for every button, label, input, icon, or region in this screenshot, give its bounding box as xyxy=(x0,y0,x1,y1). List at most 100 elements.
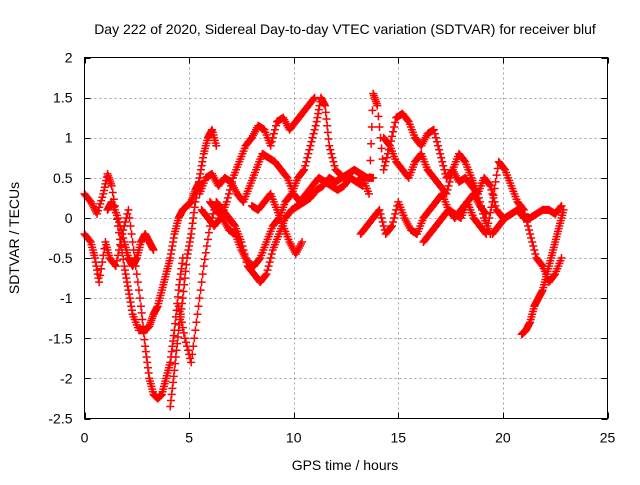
data-point-interp xyxy=(525,225,534,234)
data-point-interp xyxy=(265,258,274,267)
data-point-interp xyxy=(191,326,200,335)
data-point xyxy=(170,366,179,375)
data-point-interp xyxy=(127,229,136,238)
data-point-interp xyxy=(310,125,319,134)
data-point-interp xyxy=(367,123,376,132)
data-point xyxy=(180,334,189,343)
data-point-interp xyxy=(139,328,148,337)
data-point xyxy=(187,358,196,367)
data-point-interp xyxy=(323,128,332,137)
y-tick-label: 0 xyxy=(65,210,73,226)
data-point xyxy=(178,294,187,303)
data-point-interp xyxy=(126,221,135,230)
data-point xyxy=(365,189,374,198)
data-point-interp xyxy=(201,248,210,257)
data-point-interp xyxy=(139,322,148,331)
data-point-interp xyxy=(173,292,182,301)
data-point-interp xyxy=(179,287,188,296)
data-point-interp xyxy=(133,278,142,287)
data-point-interp xyxy=(181,267,190,276)
data-point-interp xyxy=(200,255,209,264)
series-trace-15 xyxy=(517,205,568,339)
series-trace-9 xyxy=(247,189,307,259)
data-point-interp xyxy=(115,246,124,255)
data-point-interp xyxy=(328,153,337,162)
data-point-interp xyxy=(119,234,128,242)
data-point xyxy=(388,221,397,230)
data-point-interp xyxy=(304,149,313,158)
data-point-interp xyxy=(388,132,397,141)
data-point-interp xyxy=(195,294,204,303)
data-point-interp xyxy=(499,164,508,173)
data-point-interp xyxy=(181,338,190,347)
data-point-interp xyxy=(374,112,383,121)
data-point xyxy=(113,213,122,222)
data-point-interp xyxy=(137,308,146,317)
data-point-interp xyxy=(186,354,195,363)
data-point-interp xyxy=(524,221,533,230)
data-point-interp xyxy=(530,246,539,255)
data-point-interp xyxy=(309,94,318,103)
data-point-interp xyxy=(227,177,236,186)
data-point-interp xyxy=(117,225,126,234)
data-point xyxy=(488,197,497,206)
data-point-interp xyxy=(389,217,398,226)
data-point-interp xyxy=(176,312,185,321)
data-point-interp xyxy=(327,149,336,158)
data-point-interp xyxy=(198,270,207,279)
y-tick-label: -2 xyxy=(60,370,73,386)
data-point-interp xyxy=(204,228,213,237)
data-point xyxy=(111,262,120,271)
data-point xyxy=(212,141,221,150)
data-point-interp xyxy=(527,234,536,242)
data-point-interp xyxy=(182,260,191,269)
data-point-interp xyxy=(444,181,453,190)
data-point-interp xyxy=(180,280,189,289)
data-point-interp xyxy=(489,191,498,200)
data-point-interp xyxy=(487,203,496,212)
data-point-interp xyxy=(115,217,124,226)
data-series xyxy=(80,89,568,411)
data-point-interp xyxy=(367,139,376,148)
data-point-interp xyxy=(301,161,310,170)
data-point-interp xyxy=(483,224,492,233)
data-point-interp xyxy=(184,346,193,355)
data-point xyxy=(321,101,330,110)
data-point-interp xyxy=(223,193,232,202)
y-tick-label: -1 xyxy=(60,290,73,306)
data-point xyxy=(266,141,275,150)
series-trace-8 xyxy=(206,93,348,271)
data-point xyxy=(174,302,183,311)
series-trace-7 xyxy=(197,93,319,230)
data-point-interp xyxy=(550,271,559,280)
axis-ticks: 0 5 10 15 20 25 -2.5 -2 -1.5 -1 -0.5 0 0.5 1 1.5 2 xyxy=(48,50,615,446)
y-tick-label: 1.5 xyxy=(53,90,73,106)
data-point-interp xyxy=(368,106,377,115)
data-point-interp xyxy=(267,250,276,259)
data-point-interp xyxy=(311,121,320,130)
data-point-interp xyxy=(190,334,199,343)
data-point-interp xyxy=(481,228,490,237)
data-point-interp xyxy=(224,189,233,198)
data-point-interp xyxy=(443,185,452,194)
data-point-interp xyxy=(484,219,493,228)
data-point-interp xyxy=(430,129,439,138)
data-point-interp xyxy=(366,156,375,165)
data-point-interp xyxy=(377,213,386,222)
data-point-interp xyxy=(378,217,387,226)
data-point-interp xyxy=(492,171,501,180)
data-point-interp xyxy=(391,118,400,127)
data-point-interp xyxy=(445,177,454,186)
y-tick-label: -2.5 xyxy=(48,411,72,427)
data-point-interp xyxy=(85,236,94,245)
data-point xyxy=(442,189,451,198)
data-point-interp xyxy=(140,335,149,344)
data-point-interp xyxy=(97,264,106,273)
data-point xyxy=(193,310,202,319)
y-tick-label: 0.5 xyxy=(53,170,73,186)
data-point-interp xyxy=(110,260,119,269)
x-axis-label: GPS time / hours xyxy=(292,457,399,473)
data-point-interp xyxy=(431,133,440,142)
